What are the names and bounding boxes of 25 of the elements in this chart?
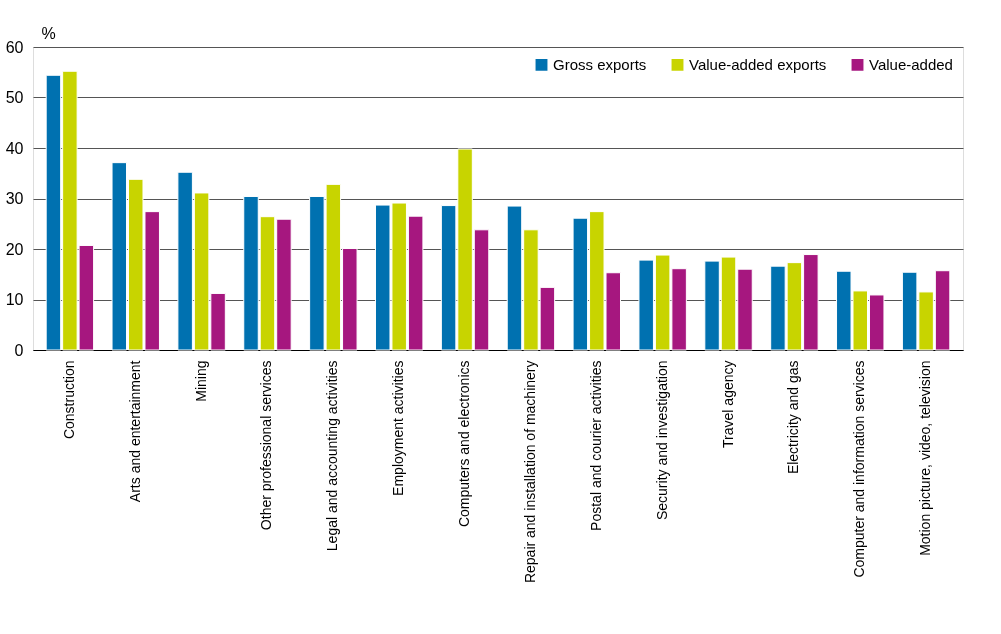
legend-label: Value-added — [869, 55, 953, 73]
x-tick-label: Electricity and gas — [785, 360, 802, 475]
x-tick-label: Travel agency — [719, 360, 736, 448]
x-tick-label: Other professional services — [258, 360, 275, 531]
legend-label: Gross exports — [553, 55, 647, 73]
y-tick-label: 0 — [14, 341, 24, 359]
x-tick-label: Repair and installation of machinery — [521, 360, 538, 584]
x-tick-label: Computers and electronics — [456, 360, 473, 528]
x-tick-label: Computer and information services — [851, 360, 868, 578]
x-tick-label: Motion picture, video, television — [917, 360, 934, 556]
legend-label: Value-added exports — [689, 55, 827, 73]
y-tick-label: 50 — [5, 89, 24, 106]
x-tick-label: Arts and entertainment — [126, 360, 143, 503]
y-tick-label: 40 — [5, 139, 24, 157]
x-tick-label: Construction — [60, 360, 77, 440]
x-tick-label: Security and investigation — [653, 360, 670, 521]
y-tick-label: 10 — [5, 291, 24, 308]
x-tick-label: Employment activities — [390, 360, 407, 496]
x-tick-label: Mining — [192, 360, 209, 402]
x-tick-label: Postal and courier activities — [587, 360, 604, 531]
x-tick-label: Legal and accounting activities — [324, 360, 341, 552]
y-tick-label: 30 — [5, 190, 24, 207]
y-tick-label: 60 — [5, 38, 24, 56]
y-tick-label: 20 — [5, 240, 24, 258]
y-axis-title: % — [41, 24, 56, 42]
